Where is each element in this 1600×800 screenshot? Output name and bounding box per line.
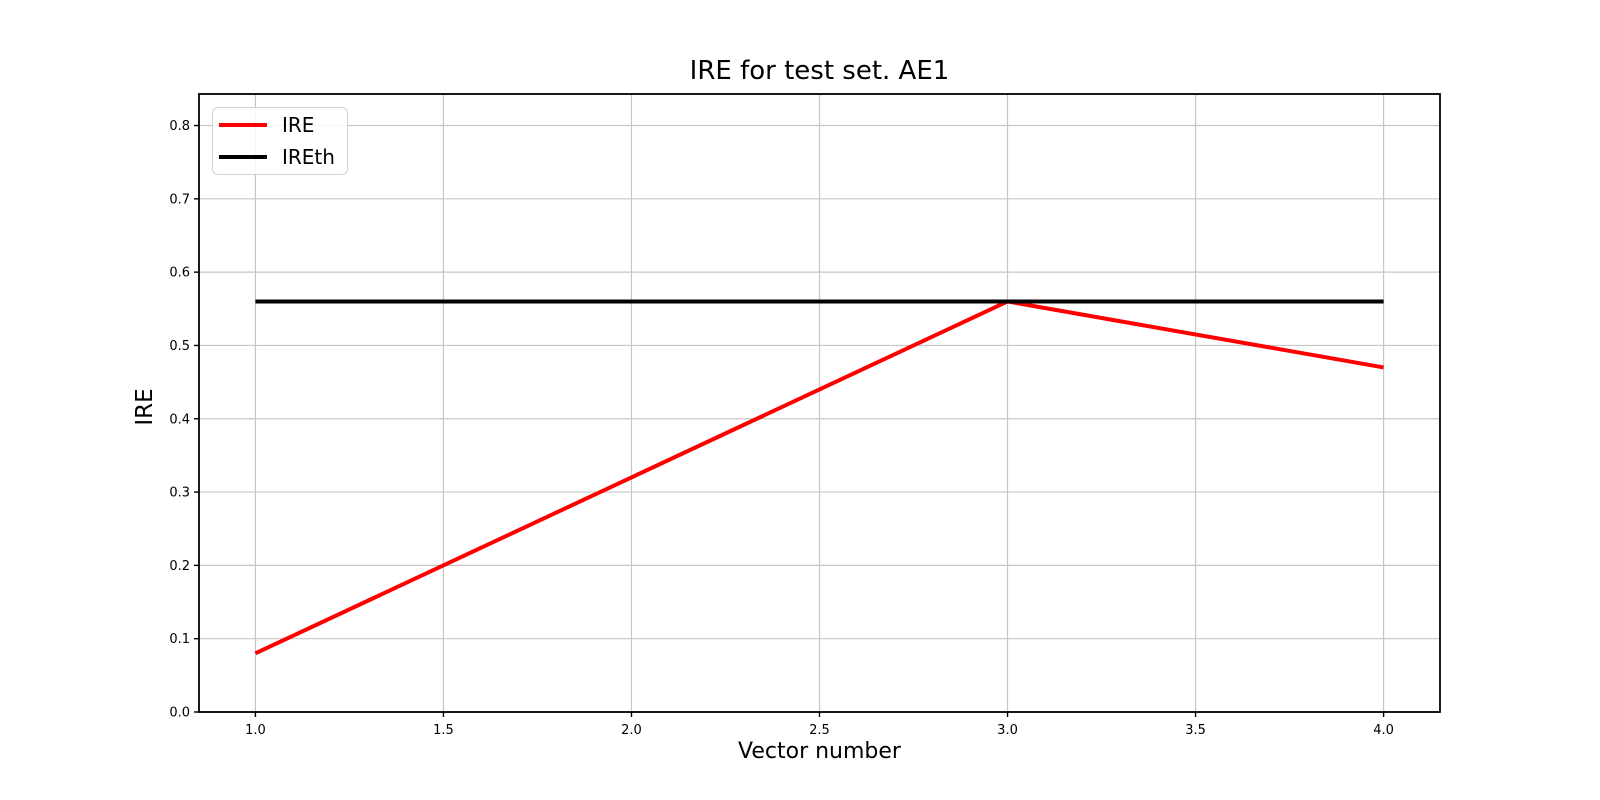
- y-axis-label: IRE: [132, 388, 158, 426]
- y-tick-label: 0.5: [169, 339, 190, 354]
- y-tick-label: 0.1: [169, 632, 190, 647]
- x-tick-label: 2.0: [621, 723, 642, 738]
- legend: IRE IREth: [212, 107, 348, 175]
- ireth-line-swatch: [219, 155, 267, 159]
- x-tick-label: 4.0: [1373, 723, 1394, 738]
- y-tick-label: 0.3: [169, 486, 190, 501]
- legend-label-ireth: IREth: [282, 145, 335, 169]
- x-tick-label: 1.0: [245, 723, 266, 738]
- y-tick-label: 0.7: [169, 192, 190, 207]
- x-tick-label: 1.5: [433, 723, 454, 738]
- legend-item-ireth: IREth: [219, 143, 347, 171]
- y-tick-label: 0.6: [169, 266, 190, 281]
- y-tick-label: 0.2: [169, 559, 190, 574]
- chart-title: IRE for test set. AE1: [689, 56, 950, 86]
- y-tick-label: 0.8: [169, 119, 190, 134]
- x-tick-label: 3.0: [997, 723, 1018, 738]
- x-tick-label: 2.5: [809, 723, 830, 738]
- legend-label-ire: IRE: [282, 113, 315, 137]
- y-tick-label: 0.0: [169, 706, 190, 721]
- ire-line-swatch: [219, 123, 267, 127]
- legend-item-ire: IRE: [219, 111, 347, 139]
- x-tick-label: 3.5: [1185, 723, 1206, 738]
- y-tick-label: 0.4: [169, 412, 190, 427]
- series-line-ire: [254, 299, 1384, 656]
- x-axis-label: Vector number: [738, 739, 901, 764]
